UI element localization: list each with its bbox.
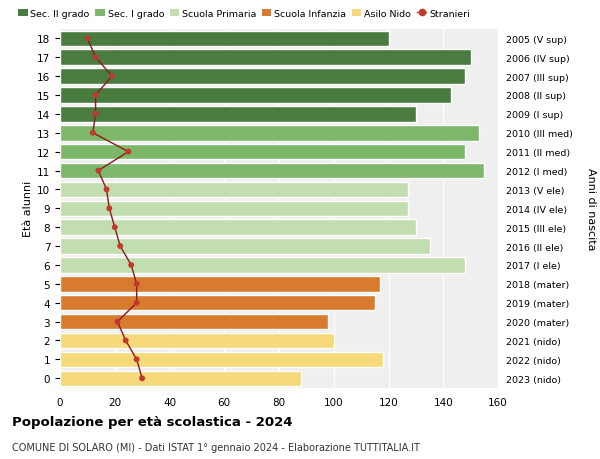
Bar [60,371,301,386]
Point [104,205,114,213]
Point [83,36,92,43]
Bar [60,239,430,254]
Point [94,168,103,175]
Point [107,73,117,81]
Bar [60,50,470,66]
Bar [60,276,380,292]
Bar [60,257,465,273]
Bar [60,220,416,235]
Point [132,356,142,363]
Bar [60,352,383,367]
Bar [60,333,334,348]
Legend: Sec. II grado, Sec. I grado, Scuola Primaria, Scuola Infanzia, Asilo Nido, Stran: Sec. II grado, Sec. I grado, Scuola Prim… [14,6,473,22]
Point [124,149,133,156]
Point [127,262,136,269]
Text: Popolazione per età scolastica - 2024: Popolazione per età scolastica - 2024 [12,415,293,428]
Point [121,337,131,344]
Bar [60,163,484,179]
Bar [60,145,465,160]
Point [113,318,122,325]
Point [88,130,98,137]
Bar [60,295,375,311]
Point [137,375,147,382]
Point [102,186,112,194]
Bar [60,126,479,141]
Bar [60,88,451,104]
Text: COMUNE DI SOLARO (MI) - Dati ISTAT 1° gennaio 2024 - Elaborazione TUTTITALIA.IT: COMUNE DI SOLARO (MI) - Dati ISTAT 1° ge… [12,442,420,452]
Y-axis label: Età alunni: Età alunni [23,181,33,237]
Bar [60,314,328,330]
Point [91,92,100,100]
Bar [60,32,389,47]
Point [110,224,119,231]
Bar [60,182,407,198]
Point [132,280,142,288]
Point [91,111,100,118]
Point [132,299,142,307]
Bar [60,201,407,217]
Bar [60,107,416,123]
Point [115,243,125,250]
Bar [60,69,465,84]
Point [91,55,100,62]
Y-axis label: Anni di nascita: Anni di nascita [586,168,596,250]
